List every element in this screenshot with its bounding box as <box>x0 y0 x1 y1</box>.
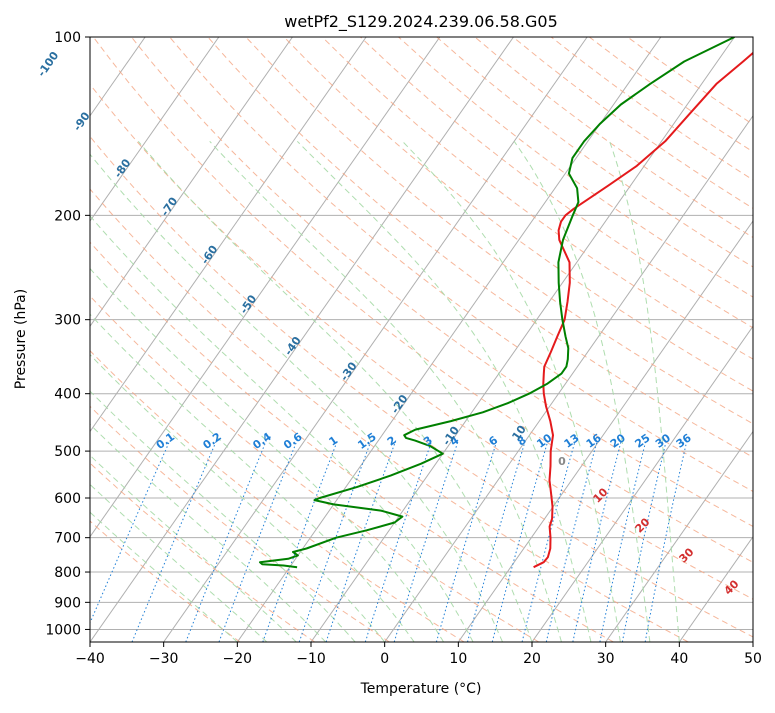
y-tick-label: 700 <box>54 531 81 547</box>
x-tick-label: −30 <box>149 651 179 667</box>
y-axis-label: Pressure (hPa) <box>13 289 29 389</box>
chart-title: wetPf2_S129.2024.239.06.58.G05 <box>284 12 558 32</box>
x-tick-label: 50 <box>744 651 762 667</box>
y-tick-label: 600 <box>54 491 81 507</box>
isotherm-label: 0 <box>558 455 566 468</box>
x-tick-label: −20 <box>223 651 253 667</box>
x-tick-label: 10 <box>449 651 467 667</box>
x-tick-label: 40 <box>670 651 688 667</box>
x-tick-label: 30 <box>597 651 615 667</box>
x-tick-label: −10 <box>296 651 326 667</box>
x-axis-label: Temperature (°C) <box>360 681 482 697</box>
y-tick-label: 800 <box>54 565 81 581</box>
x-tick-label: −40 <box>75 651 105 667</box>
x-tick-label: 0 <box>380 651 389 667</box>
y-tick-label: 200 <box>54 208 81 224</box>
y-tick-label: 1000 <box>45 622 81 638</box>
x-tick-label: 20 <box>523 651 541 667</box>
y-tick-label: 100 <box>54 30 81 46</box>
y-tick-label: 900 <box>54 595 81 611</box>
y-tick-label: 300 <box>54 313 81 329</box>
y-tick-label: 500 <box>54 444 81 460</box>
y-tick-label: 400 <box>54 387 81 403</box>
